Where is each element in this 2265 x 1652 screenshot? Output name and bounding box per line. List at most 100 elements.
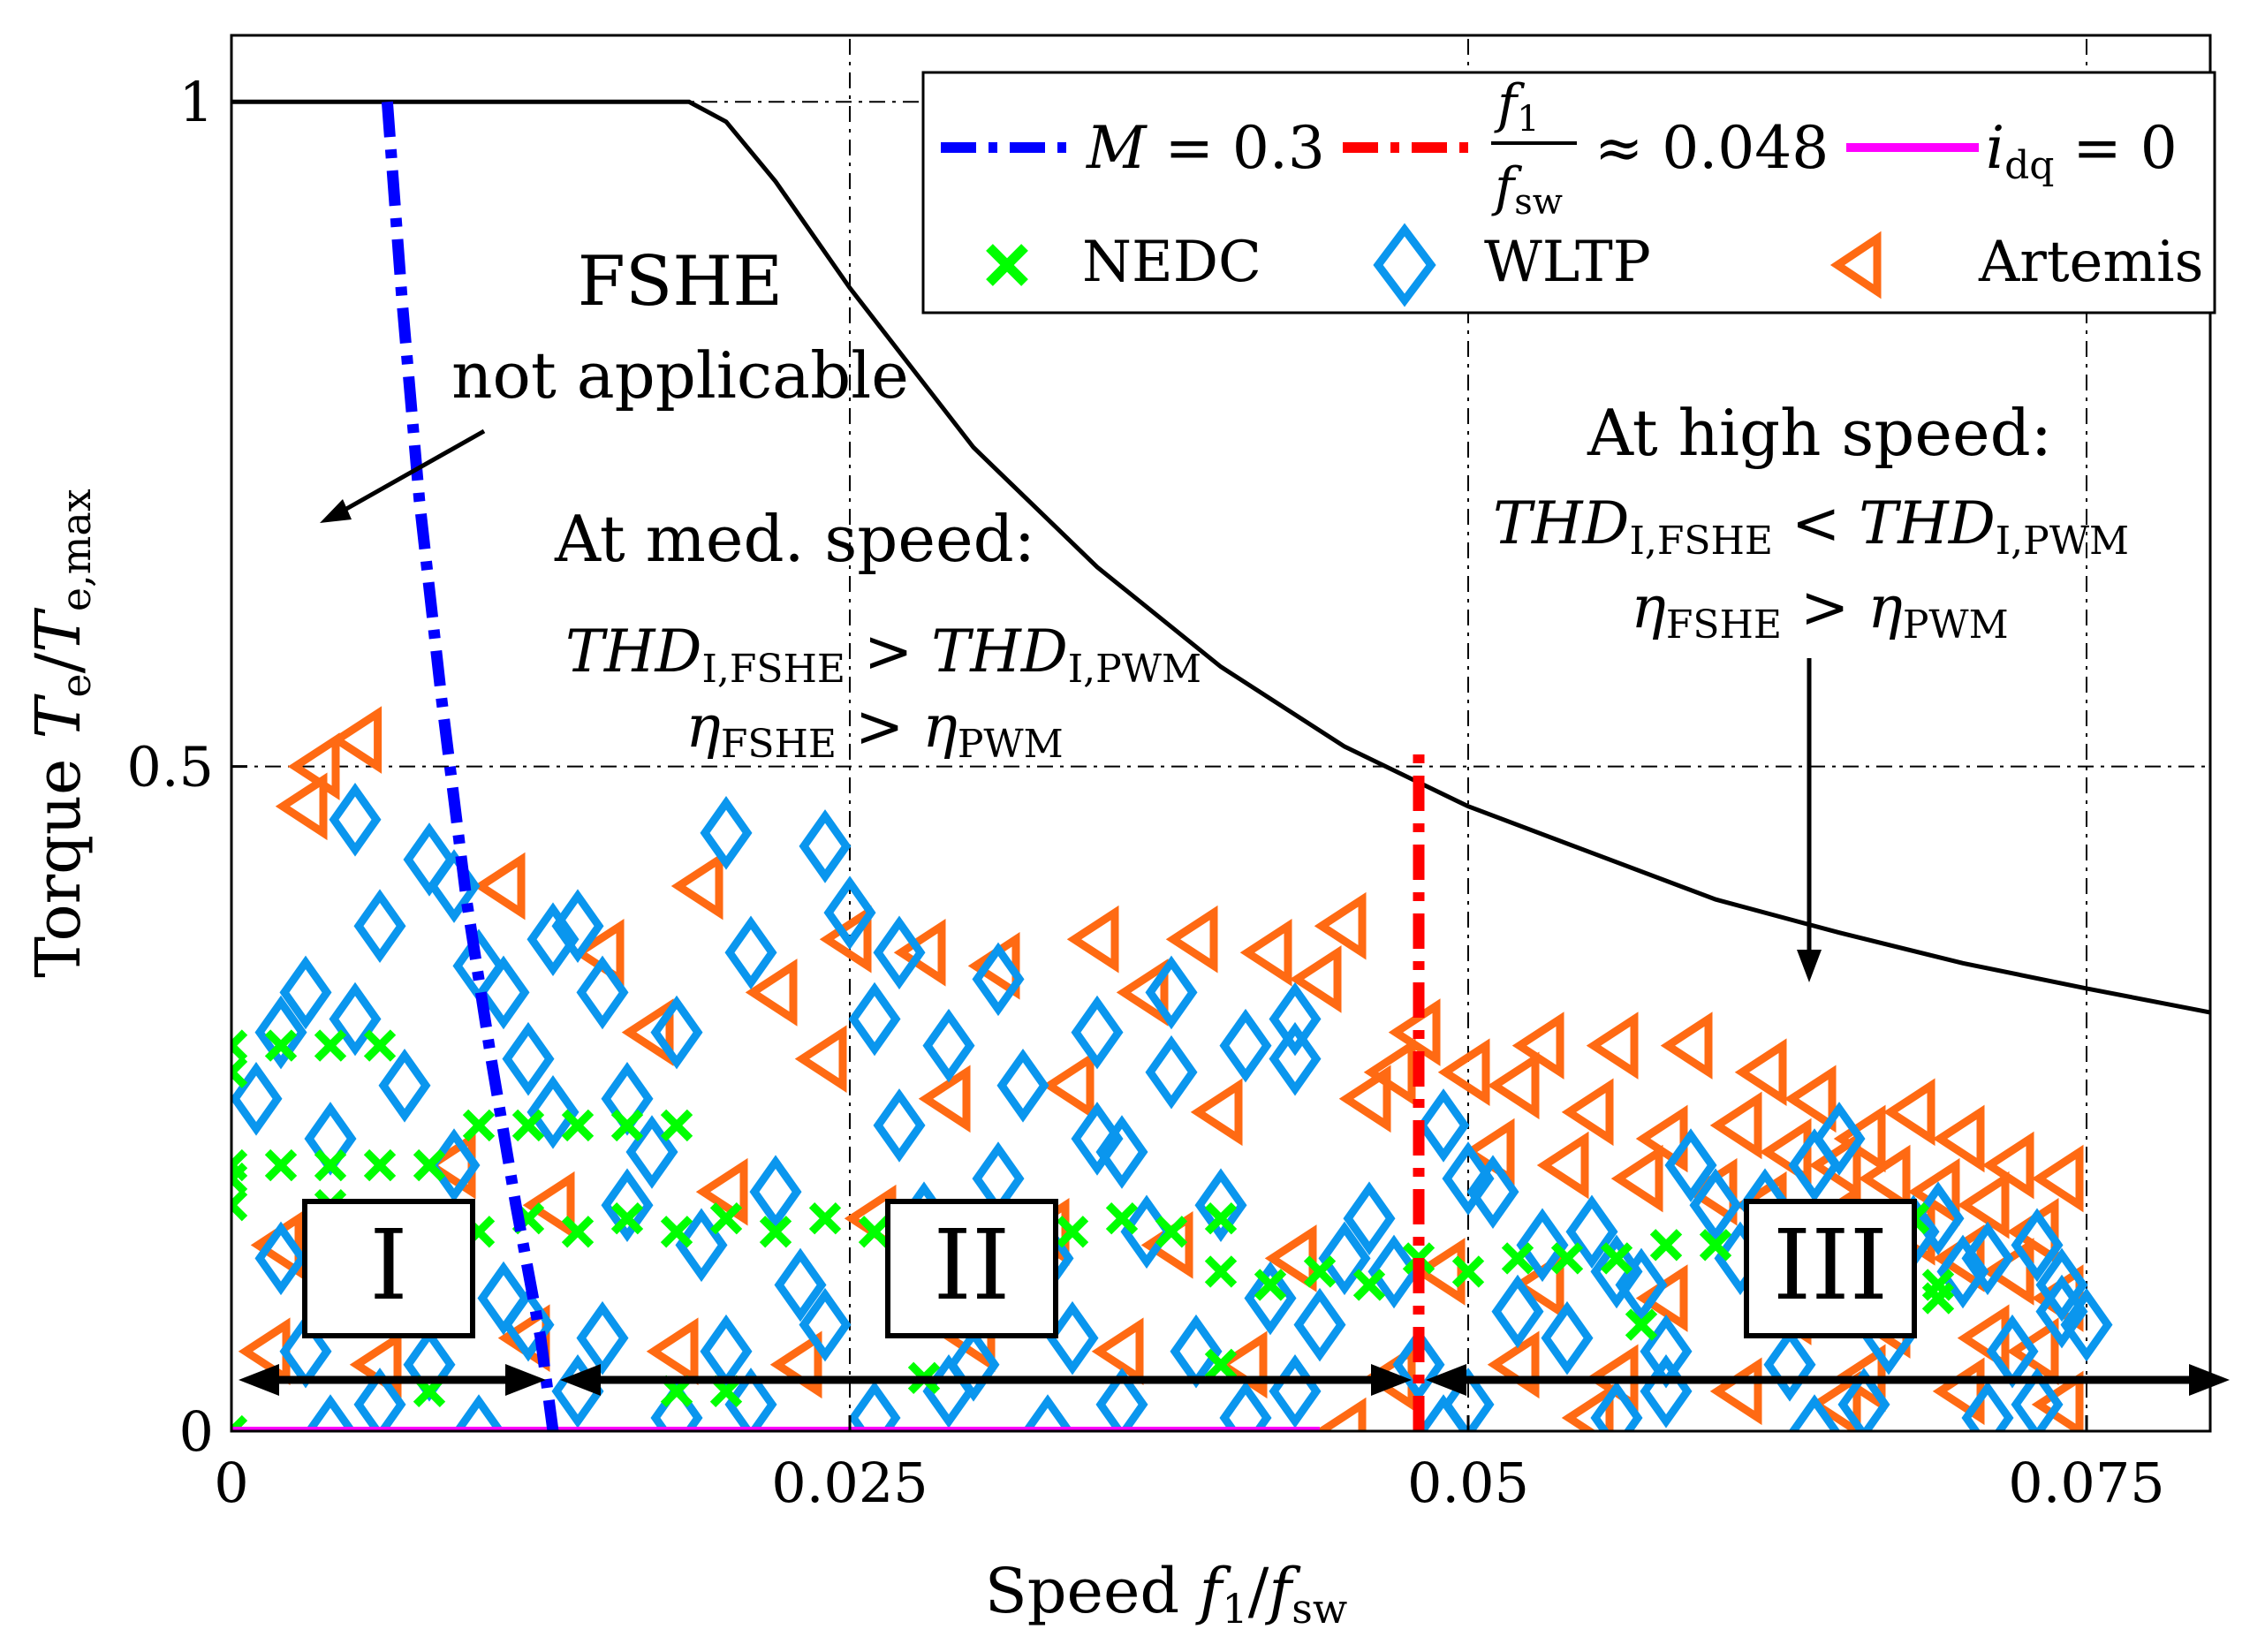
wltp-point xyxy=(1664,1128,1717,1202)
nedc-point xyxy=(1451,1255,1485,1288)
artemis-point xyxy=(621,998,674,1066)
nedc-point xyxy=(231,1056,248,1088)
wltp-point xyxy=(972,942,1025,1017)
nedc-point-stroke xyxy=(660,1109,693,1142)
wltp-point xyxy=(2011,1208,2064,1283)
wltp-point xyxy=(526,1075,580,1149)
wltp-point xyxy=(1466,1155,1519,1229)
nedc-point-stroke xyxy=(1451,1255,1485,1288)
artemis-point xyxy=(275,772,328,841)
wltp-point xyxy=(1269,981,1322,1057)
nedc-point xyxy=(231,1414,248,1431)
wltp-point xyxy=(329,981,382,1057)
wltp-point xyxy=(231,1062,283,1136)
artemis-point xyxy=(819,905,872,974)
artemis-point xyxy=(1610,1144,1663,1213)
wltp-point xyxy=(403,822,456,897)
wltp-point xyxy=(1442,1141,1495,1216)
artemis-point xyxy=(794,1025,847,1093)
wltp-point xyxy=(526,902,580,977)
artemis-point xyxy=(1511,1012,1564,1080)
wltp-point xyxy=(1145,955,1198,1030)
nedc-point xyxy=(561,1216,595,1248)
wltp-point xyxy=(774,1247,827,1322)
artemis-point xyxy=(1066,905,1119,974)
wltp-point xyxy=(1541,1300,1594,1375)
nedc-point-stroke xyxy=(1204,1202,1238,1235)
fshe-annotation: FSHE not applicable xyxy=(320,242,909,523)
artemis-point xyxy=(1314,891,1367,960)
artemis-point xyxy=(287,732,340,800)
wltp-point xyxy=(576,955,629,1030)
wltp-point xyxy=(724,1368,777,1431)
artemis-point xyxy=(1734,1038,1787,1107)
nedc-point-stroke xyxy=(1625,1308,1658,1341)
nedc-point-stroke xyxy=(1204,1348,1238,1381)
high-speed-thd: THDI,FSHE < THDI,PWM xyxy=(1493,489,2129,564)
wltp-point xyxy=(1813,1102,1866,1176)
region-arrow-head-left xyxy=(560,1364,601,1396)
high-speed-eta: ηFSHE > ηPWM xyxy=(1631,573,2008,648)
wltp-point xyxy=(1219,1381,1272,1431)
max-torque-curve xyxy=(231,99,2210,1015)
wltp-point xyxy=(353,1368,406,1431)
fshe-title: FSHE xyxy=(578,242,784,322)
nedc-point-stroke xyxy=(231,1414,248,1431)
artemis-point xyxy=(1709,1357,1762,1426)
nedc-point-stroke xyxy=(1550,1242,1584,1275)
wltp-point xyxy=(1417,1394,1470,1431)
nedc-point xyxy=(363,1148,397,1182)
wltp-point xyxy=(650,995,703,1070)
y-tick-label: 1 xyxy=(179,70,214,134)
nedc-point-stroke xyxy=(759,1216,792,1248)
nedc-point xyxy=(660,1216,693,1248)
wltp-point xyxy=(1936,1234,1989,1309)
artemis-point xyxy=(1289,945,1342,1013)
artemis-point xyxy=(1932,1104,1985,1173)
nedc-point-stroke xyxy=(1649,1229,1683,1262)
nedc-point xyxy=(1625,1308,1658,1341)
artemis-point xyxy=(1833,1104,1886,1173)
m03-line xyxy=(381,101,559,1431)
artemis-point xyxy=(893,918,946,987)
legend-nedc-marker xyxy=(986,244,1028,286)
nedc-point-stroke xyxy=(1254,1269,1287,1301)
nedc-point xyxy=(808,1202,842,1235)
artemis-point xyxy=(1363,1038,1416,1107)
nedc-point-stroke xyxy=(610,1109,644,1142)
artemis-point xyxy=(646,1317,699,1386)
nedc-point-stroke xyxy=(1352,1269,1386,1301)
nedc-point-stroke xyxy=(462,1109,496,1142)
nedc-point xyxy=(314,1148,347,1182)
wltp-point xyxy=(848,1381,901,1431)
wltp-point xyxy=(329,783,382,857)
artemis-point xyxy=(1165,905,1218,974)
wltp-point xyxy=(1392,1327,1445,1402)
wltp-point xyxy=(1145,1034,1198,1110)
artemis-point xyxy=(695,1157,748,1226)
wltp-point xyxy=(1491,1274,1544,1349)
wltp-point xyxy=(1590,1381,1643,1431)
wltp-point xyxy=(996,1048,1049,1123)
nedc-point xyxy=(1699,1229,1732,1262)
wltp-point xyxy=(700,796,753,870)
artemis-point xyxy=(473,852,526,921)
wltp-point xyxy=(1763,1327,1816,1402)
wltp-series xyxy=(231,783,2113,1431)
artemis-point xyxy=(745,959,798,1027)
artemis-point xyxy=(1314,1397,1367,1431)
nedc-point xyxy=(231,1189,248,1222)
artemis-point xyxy=(1907,1157,1960,1226)
y-axis-label: Torque Te/Te,max xyxy=(22,489,100,978)
x-axis-label: Speed f1/fsw xyxy=(985,1555,1347,1633)
nedc-point xyxy=(858,1216,891,1248)
wltp-point xyxy=(675,1208,728,1283)
artemis-point xyxy=(1487,1051,1540,1120)
high-speed-annotation: At high speed: THDI,FSHE < THDI,PWM ηFSH… xyxy=(1493,396,2129,982)
artemis-point xyxy=(1437,1038,1490,1107)
nedc-point xyxy=(660,1109,693,1142)
artemis-point xyxy=(1957,1171,2010,1239)
legend-box xyxy=(921,71,2216,314)
artemis-point xyxy=(1808,1131,1861,1200)
nedc-point-stroke xyxy=(1155,1216,1188,1248)
